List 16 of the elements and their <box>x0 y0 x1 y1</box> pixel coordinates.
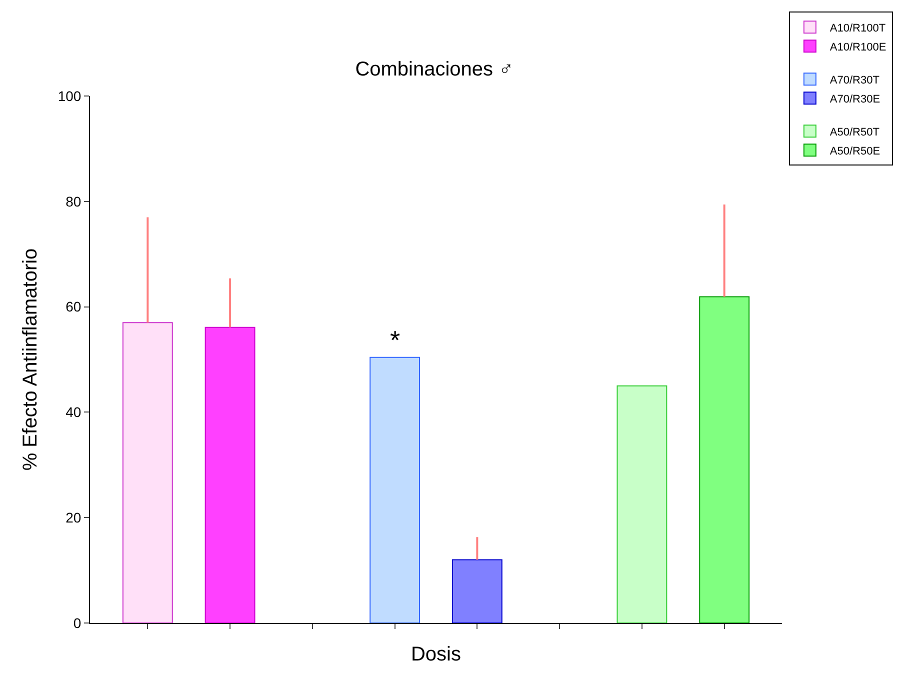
legend-label: A70/R30E <box>830 93 880 106</box>
y-tick-label: 80 <box>66 193 82 210</box>
y-tick-label: 0 <box>73 614 82 631</box>
y-tick-label: 100 <box>58 88 82 104</box>
legend-label: A50/R50E <box>830 145 880 158</box>
legend-label: A10/R100T <box>830 22 886 34</box>
chart-title: Combinaciones ♂ <box>355 58 514 80</box>
x-axis-title: Dosis <box>410 643 462 666</box>
y-tick-label: 60 <box>66 298 82 315</box>
y-tick-label: 40 <box>66 404 82 420</box>
y-tick-label: 20 <box>66 510 82 526</box>
annotation: * <box>390 325 400 355</box>
legend-label: A50/R50T <box>830 126 880 138</box>
y-axis-title: % Efecto Antiinflamatorio <box>19 248 42 471</box>
legend-label: A10/R100E <box>830 41 886 54</box>
legend-label: A70/R30T <box>830 74 880 86</box>
